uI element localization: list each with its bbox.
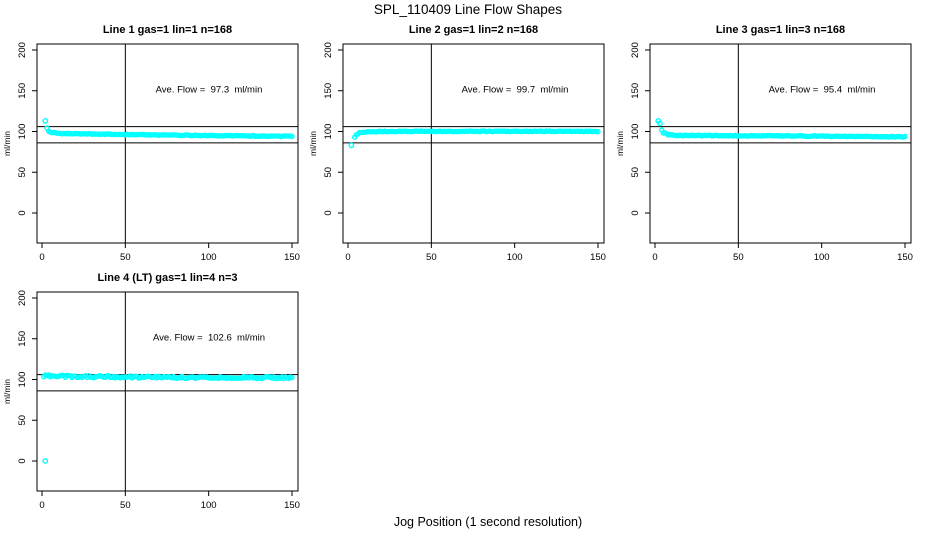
- svg-text:100: 100: [201, 500, 217, 511]
- svg-text:100: 100: [17, 124, 28, 140]
- svg-text:50: 50: [17, 415, 28, 426]
- average-flow-annotation: Ave. Flow = 97.3 ml/min: [155, 84, 263, 96]
- svg-text:100: 100: [814, 252, 830, 263]
- subplot-line-4: Line 4 (LT) gas=1 lin=4 n=3 0 50 100 150 0 50…: [0, 268, 306, 516]
- subplot-title: Line 2 gas=1 lin=2 n=168: [408, 24, 539, 36]
- svg-text:0: 0: [345, 252, 350, 263]
- svg-text:100: 100: [507, 252, 523, 263]
- svg-text:150: 150: [17, 83, 28, 99]
- svg-text:200: 200: [630, 42, 641, 58]
- figure-title: SPL_110409 Line Flow Shapes: [373, 2, 563, 17]
- average-flow-annotation: Ave. Flow = 99.7 ml/min: [461, 84, 569, 96]
- svg-text:150: 150: [590, 252, 606, 263]
- plot-canvas: 0 50 100 150 0 50 100 150 200 ml/min: [2, 42, 300, 263]
- svg-text:100: 100: [201, 252, 217, 263]
- svg-text:150: 150: [17, 331, 28, 347]
- svg-text:ml/min: ml/min: [2, 131, 12, 156]
- svg-text:50: 50: [120, 500, 131, 511]
- svg-text:200: 200: [17, 42, 28, 58]
- svg-text:50: 50: [733, 252, 744, 263]
- subplot-line-3: Line 3 gas=1 lin=3 n=168 0 50 100 150 0 50 100…: [613, 20, 919, 268]
- svg-text:200: 200: [323, 42, 334, 58]
- svg-text:0: 0: [39, 500, 44, 511]
- svg-text:50: 50: [426, 252, 437, 263]
- plot-canvas: 0 50 100 150 0 50 100 150 200 ml/min: [615, 42, 913, 263]
- subplot-title: Line 4 (LT) gas=1 lin=4 n=3: [97, 272, 238, 284]
- subplot-title: Line 1 gas=1 lin=1 n=168: [102, 24, 233, 36]
- subplot-line-2: Line 2 gas=1 lin=2 n=168 0 50 100 150 0 50 100…: [306, 20, 612, 268]
- svg-text:50: 50: [120, 252, 131, 263]
- svg-text:150: 150: [897, 252, 913, 263]
- svg-text:ml/min: ml/min: [615, 131, 625, 156]
- svg-text:150: 150: [323, 83, 334, 99]
- x-axis-label: Jog Position (1 second resolution): [393, 515, 583, 529]
- svg-text:0: 0: [17, 210, 28, 215]
- svg-text:0: 0: [39, 252, 44, 263]
- svg-text:0: 0: [17, 458, 28, 463]
- svg-text:150: 150: [630, 83, 641, 99]
- svg-text:200: 200: [17, 290, 28, 306]
- average-flow-annotation: Ave. Flow = 102.6 ml/min: [152, 332, 266, 344]
- svg-text:50: 50: [323, 167, 334, 178]
- subplot-title: Line 3 gas=1 lin=3 n=168: [715, 24, 846, 36]
- svg-text:150: 150: [284, 252, 300, 263]
- svg-text:ml/min: ml/min: [2, 379, 12, 404]
- svg-text:100: 100: [630, 124, 641, 140]
- svg-text:0: 0: [630, 210, 641, 215]
- plot-canvas: 0 50 100 150 0 50 100 150 200 ml/min: [308, 42, 606, 263]
- svg-text:150: 150: [284, 500, 300, 511]
- plot-canvas: 0 50 100 150 0 50 100 150 200 ml/min: [2, 290, 300, 511]
- svg-text:0: 0: [652, 252, 657, 263]
- subplot-line-1: Line 1 gas=1 lin=1 n=168 0 50 100 150 0 50 100…: [0, 20, 306, 268]
- svg-text:100: 100: [17, 372, 28, 388]
- svg-text:100: 100: [323, 124, 334, 140]
- svg-text:50: 50: [630, 167, 641, 178]
- average-flow-annotation: Ave. Flow = 95.4 ml/min: [768, 84, 876, 96]
- svg-text:ml/min: ml/min: [308, 131, 318, 156]
- svg-text:50: 50: [17, 167, 28, 178]
- svg-text:0: 0: [323, 210, 334, 215]
